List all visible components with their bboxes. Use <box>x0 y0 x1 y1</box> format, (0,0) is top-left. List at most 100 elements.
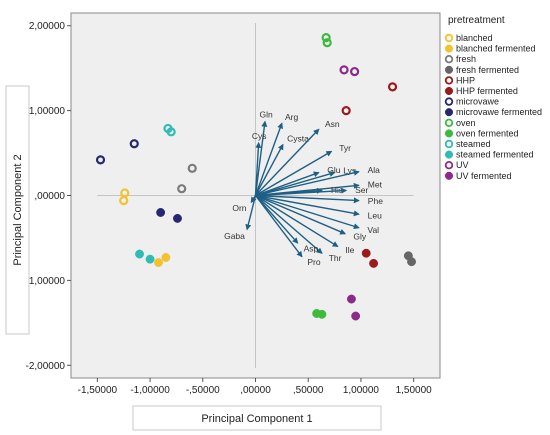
legend-marker <box>444 44 454 53</box>
loading-arrow <box>250 195 257 204</box>
y-axis-title: Principal Component 2 <box>12 154 24 265</box>
loading-label: Gaba <box>224 231 245 241</box>
data-point <box>161 253 171 262</box>
x-axis-title: Principal Component 1 <box>201 413 312 425</box>
x-tick-label: -,50000 <box>186 385 220 396</box>
data-point <box>135 249 144 259</box>
loading-label: Glu <box>327 165 341 175</box>
loading-label: Leu <box>368 210 382 220</box>
data-point <box>407 257 416 267</box>
legend-label: HHP <box>456 75 475 85</box>
loading-arrow <box>254 122 283 196</box>
legend-marker <box>444 160 454 170</box>
loading-label: Asn <box>325 119 340 129</box>
legend-marker <box>444 76 454 85</box>
loading-label: Tyr <box>339 143 351 153</box>
loading-label: His <box>331 185 343 195</box>
legend-label: steamed fermented <box>456 150 534 160</box>
legend-label: fresh <box>456 54 476 64</box>
loading-arrow <box>255 171 320 197</box>
y-axis-ticks: -2,00000 -1,00000 ,00000 1,00000 2,00000 <box>26 21 71 372</box>
loading-label: Ile <box>345 245 354 255</box>
data-point <box>119 195 129 206</box>
loading-arrow <box>254 195 303 258</box>
loading-label: Lys <box>343 166 356 176</box>
data-point <box>95 155 106 165</box>
x-tick-label: -1,00000 <box>130 385 170 396</box>
x-axis-title-box <box>132 405 382 431</box>
y-tick-label: ,00000 <box>34 191 65 202</box>
loading-label: Cys <box>252 131 267 141</box>
loading-label: Pro <box>307 257 321 267</box>
loading-arrow <box>255 169 360 197</box>
loading-label: Cysta <box>287 133 309 143</box>
legend-marker <box>444 86 454 96</box>
data-point <box>317 309 327 319</box>
legend-label: UV fermented <box>456 171 512 181</box>
loading-label: Met <box>368 180 383 190</box>
data-point <box>187 163 197 173</box>
data-point <box>339 65 349 75</box>
loading-arrow <box>255 194 323 254</box>
x-axis-ticks: -1,50000 -1,00000 -,50000 ,00000 ,50000 1,000… <box>78 378 433 396</box>
loading-label: Gln <box>260 110 274 120</box>
y-tick-label: -1,00000 <box>26 276 66 287</box>
loading-label: Arg <box>285 112 299 122</box>
legend-marker <box>444 97 454 106</box>
legend-label: steamed <box>456 139 491 149</box>
loading-label: Ala <box>368 165 381 175</box>
legend-label: fresh fermented <box>456 65 519 75</box>
legend-label: oven fermented <box>456 128 519 138</box>
loading-arrow <box>255 194 339 248</box>
y-tick-label: 2,00000 <box>29 21 66 32</box>
y-tick-label: -2,00000 <box>26 361 66 372</box>
data-point <box>173 213 182 223</box>
legend-label: HHP fermented <box>456 86 518 96</box>
x-tick-label: -1,50000 <box>78 385 118 396</box>
loading-arrow <box>255 194 360 204</box>
loading-label: Asp <box>304 243 319 253</box>
loading-arrow <box>254 120 268 196</box>
loading-arrow <box>255 187 348 197</box>
data-point <box>154 258 163 268</box>
loading-label: Phe <box>368 196 383 206</box>
data-point <box>145 254 155 264</box>
loading-label: Val <box>367 225 379 235</box>
loading-arrow <box>255 194 360 217</box>
loading-arrow <box>255 194 347 235</box>
data-point <box>129 139 139 149</box>
x-tick-label: ,50000 <box>293 385 324 396</box>
legend-marker <box>444 108 454 117</box>
legend-marker <box>444 150 454 159</box>
loading-label: Gly <box>353 231 367 241</box>
x-tick-label: 1,00000 <box>343 385 380 396</box>
legend-label: microvawe <box>456 97 499 107</box>
loading-arrow <box>255 171 336 197</box>
data-point <box>341 106 351 116</box>
x-tick-label: ,00000 <box>240 385 271 396</box>
loading-label: Thr <box>329 253 342 263</box>
data-point <box>322 38 332 48</box>
data-point <box>351 311 361 321</box>
data-point <box>177 184 187 194</box>
loading-arrow <box>255 150 333 197</box>
legend-marker <box>444 139 454 149</box>
data-points <box>95 33 416 321</box>
loading-arrow <box>254 141 262 196</box>
loading-label: Orn <box>232 203 246 213</box>
legend-title: pretreatment <box>448 15 505 26</box>
x-tick-label: 1,50000 <box>396 385 433 396</box>
data-point <box>156 208 166 217</box>
legend-label: blanched fermented <box>456 44 536 54</box>
legend-label: UV <box>456 160 469 170</box>
data-point <box>387 82 398 92</box>
data-point <box>361 248 371 258</box>
data-point <box>369 258 379 268</box>
legend-marker <box>444 55 454 64</box>
loading-label: Ser <box>355 185 368 195</box>
legend-marker <box>444 129 454 138</box>
y-tick-label: 1,00000 <box>29 106 66 117</box>
legend-marker <box>444 33 454 43</box>
